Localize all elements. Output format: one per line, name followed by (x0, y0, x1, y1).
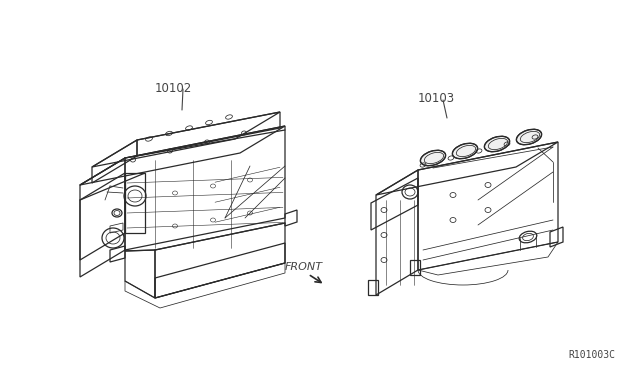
Text: FRONT: FRONT (285, 262, 323, 272)
Ellipse shape (484, 136, 509, 152)
Ellipse shape (452, 143, 477, 159)
Text: R101003C: R101003C (568, 350, 615, 360)
Ellipse shape (516, 129, 541, 145)
Text: 10102: 10102 (155, 81, 192, 94)
Text: 10103: 10103 (418, 92, 455, 105)
Ellipse shape (420, 150, 445, 166)
